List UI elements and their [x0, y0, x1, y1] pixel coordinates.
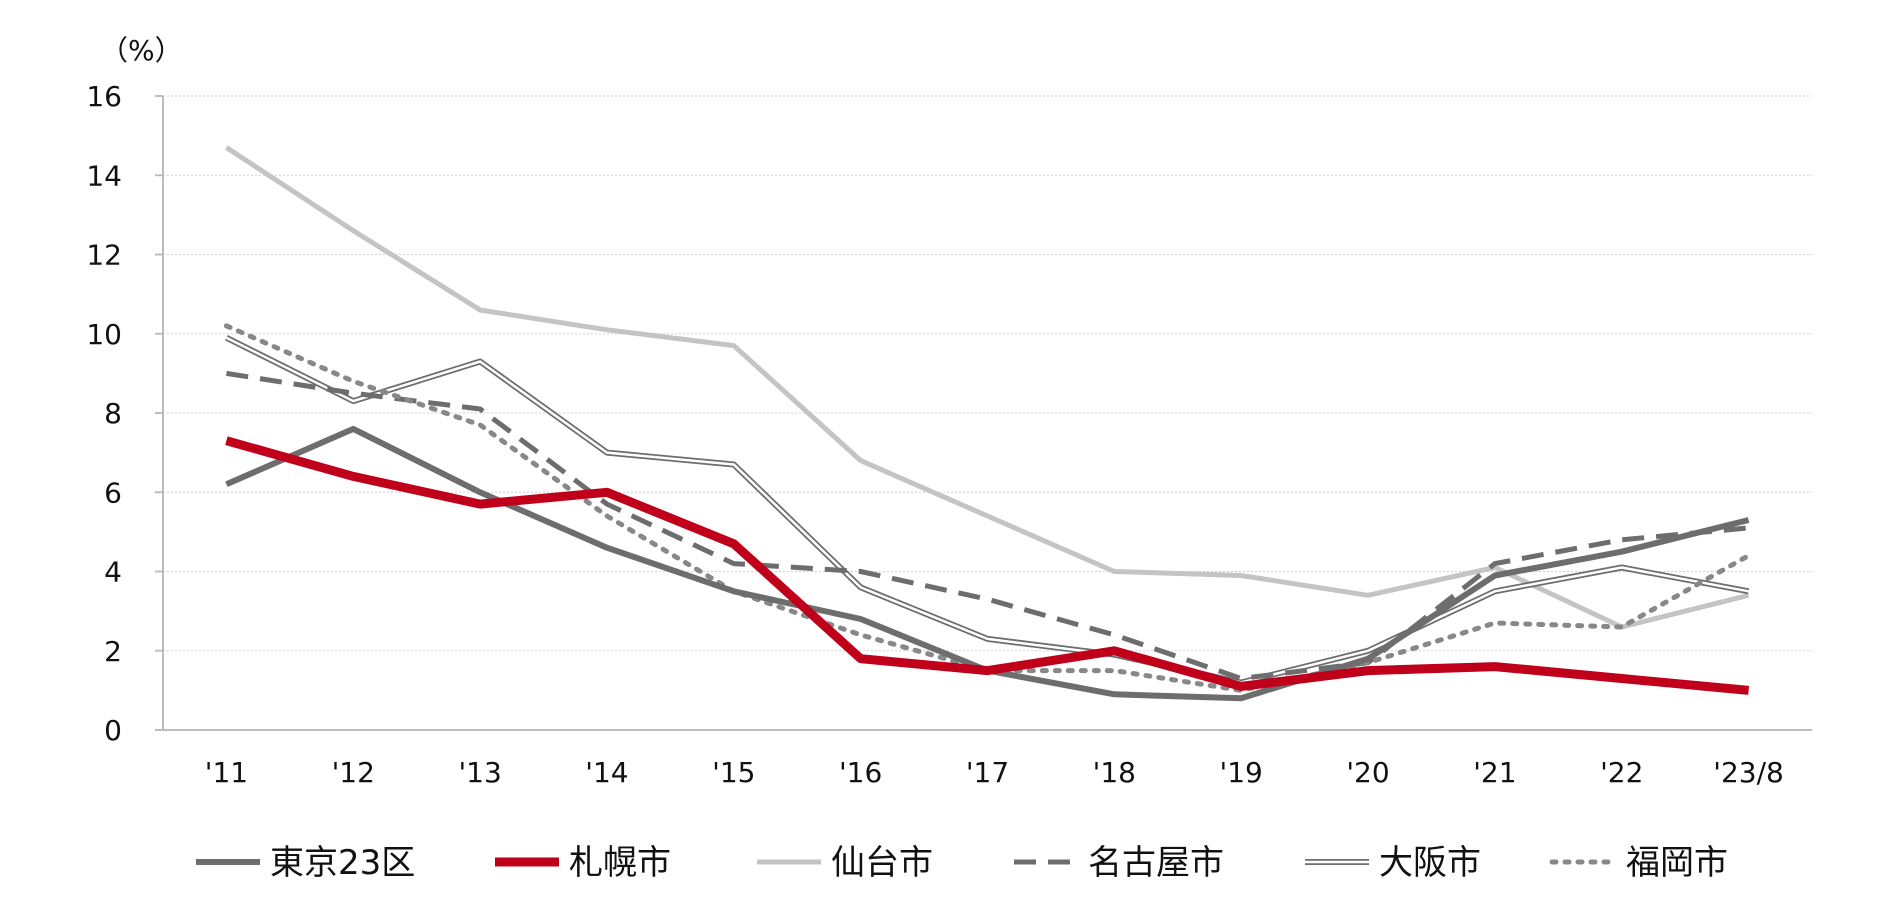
series-line-0	[225, 425, 1750, 702]
x-tick-label-7: '18	[1093, 756, 1136, 789]
legend-label-1: 札幌市	[569, 843, 671, 883]
series-line-2	[225, 145, 1750, 630]
series-line-4	[225, 335, 1750, 686]
x-tick-label-1: '12	[332, 756, 375, 789]
y-tick-label-4: 4	[104, 556, 122, 589]
series-line-1	[225, 436, 1750, 695]
y-tick-label-16: 16	[86, 80, 122, 113]
series-line-5	[223, 323, 1752, 693]
y-axis-ticks: 0 2 4 6 8 10 12 14 16	[86, 80, 163, 747]
gridlines	[163, 95, 1812, 652]
y-tick-label-6: 6	[104, 476, 122, 509]
x-tick-label-12: '23/8	[1713, 756, 1784, 789]
x-tick-label-3: '14	[585, 756, 628, 789]
x-tick-label-2: '13	[458, 756, 501, 789]
legend-label-5: 福岡市	[1626, 843, 1728, 883]
legend-label-4: 大阪市	[1379, 843, 1481, 883]
x-tick-label-4: '15	[712, 756, 755, 789]
series-line-4-inner	[225, 336, 1749, 684]
y-tick-label-0: 0	[104, 714, 122, 747]
x-tick-label-11: '22	[1600, 756, 1643, 789]
legend: 東京23区 札幌市 仙台市 名古屋市 大阪市 福岡市	[196, 843, 1728, 883]
x-axis-ticks: '11 '12 '13 '14 '15 '16 '17 '18 '19 '20 '21 '22 '23/…	[205, 756, 1784, 789]
legend-label-2: 仙台市	[831, 843, 933, 883]
y-tick-label-10: 10	[86, 318, 122, 351]
y-tick-label-8: 8	[104, 397, 122, 430]
y-tick-label-2: 2	[104, 635, 122, 668]
x-tick-label-6: '17	[966, 756, 1009, 789]
x-tick-label-0: '11	[205, 756, 248, 789]
y-axis-unit-label: （%）	[100, 34, 183, 67]
x-tick-label-10: '21	[1473, 756, 1516, 789]
y-tick-label-12: 12	[86, 239, 122, 272]
x-tick-label-8: '19	[1220, 756, 1263, 789]
x-tick-label-9: '20	[1346, 756, 1389, 789]
series-lines	[223, 145, 1752, 702]
x-tick-label-5: '16	[839, 756, 882, 789]
legend-label-0: 東京23区	[270, 843, 415, 883]
series-line-3	[226, 370, 1749, 681]
legend-label-3: 名古屋市	[1088, 843, 1224, 883]
y-tick-label-14: 14	[86, 159, 122, 192]
